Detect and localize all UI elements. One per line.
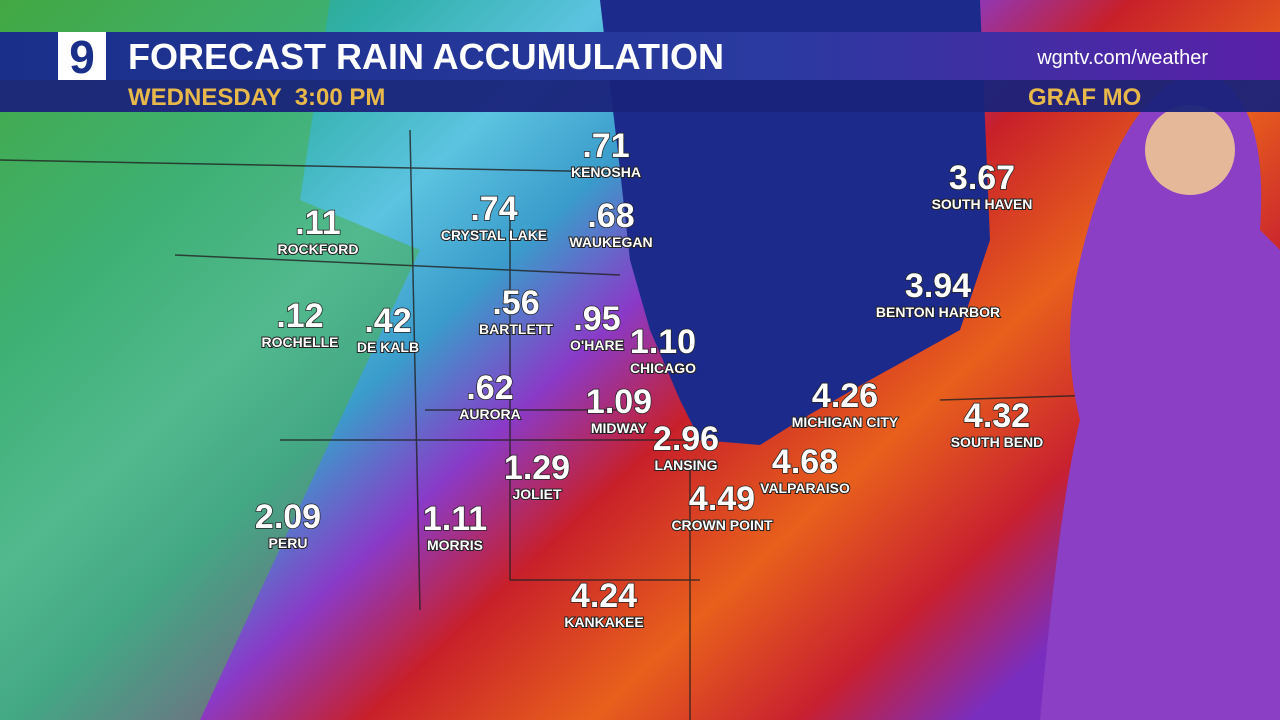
rain-total: 1.09	[586, 383, 652, 421]
rain-total: 4.26	[812, 377, 878, 415]
rain-total: 3.67	[949, 159, 1015, 197]
logo: 9	[69, 31, 95, 83]
rain-total: .12	[276, 297, 323, 335]
rain-total: 3.94	[905, 267, 971, 305]
city-name: CHICAGO	[630, 360, 696, 376]
rain-total: .56	[492, 284, 539, 322]
city-name: SOUTH BEND	[951, 434, 1044, 450]
rain-total: .42	[364, 302, 411, 340]
city-name: CROWN POINT	[671, 517, 773, 533]
rain-total: .11	[295, 204, 340, 242]
city-name: ROCKFORD	[278, 241, 359, 257]
rain-total: 4.24	[571, 577, 637, 615]
rain-total: 4.32	[964, 397, 1030, 435]
city-name: VALPARAISO	[760, 480, 850, 496]
rain-total: 1.10	[630, 323, 696, 361]
city-name: DE KALB	[357, 339, 419, 355]
city-name: JOLIET	[512, 486, 561, 502]
rain-total: .71	[582, 127, 629, 165]
city-name: CRYSTAL LAKE	[441, 227, 547, 243]
presenter-head	[1145, 105, 1235, 195]
title-bar	[0, 32, 1280, 80]
city-name: WAUKEGAN	[569, 234, 652, 250]
logo-box	[58, 32, 106, 80]
rain-total: .74	[470, 190, 517, 228]
city-name: SOUTH HAVEN	[932, 196, 1033, 212]
rain-total: 4.49	[689, 480, 755, 518]
city-name: BENTON HARBOR	[876, 304, 1000, 320]
city-name: MORRIS	[427, 537, 483, 553]
rain-total: 1.29	[504, 449, 570, 487]
county-lines	[0, 129, 1101, 720]
rain-total: 4.68	[772, 443, 838, 481]
subtitle-bar	[0, 80, 1280, 112]
day-time: WEDNESDAY 3:00 PM	[128, 84, 385, 111]
rain-total: 1.11	[423, 500, 487, 538]
city-name: O'HARE	[570, 337, 624, 353]
city-name: BARTLETT	[479, 321, 553, 337]
rain-total: 2.09	[255, 498, 321, 536]
city-name: KANKAKEE	[564, 614, 643, 630]
city-name: ROCHELLE	[262, 334, 339, 350]
title: FORECAST RAIN ACCUMULATION	[128, 36, 724, 77]
city-name: MICHIGAN CITY	[792, 414, 899, 430]
light-rain-area	[0, 0, 420, 720]
presenter-name: GRAF MO	[1028, 84, 1141, 111]
rain-total: .62	[466, 369, 513, 407]
rain-total: .68	[587, 197, 634, 235]
rain-total: 2.96	[653, 420, 719, 458]
website: wgntv.com/weather	[1036, 47, 1208, 69]
presenter	[1040, 70, 1280, 720]
city-name: PERU	[269, 535, 308, 551]
rain-total: .95	[573, 300, 620, 338]
city-name: MIDWAY	[591, 420, 648, 436]
city-name: KENOSHA	[571, 164, 641, 180]
city-name: AURORA	[459, 406, 520, 422]
city-name: LANSING	[655, 457, 718, 473]
